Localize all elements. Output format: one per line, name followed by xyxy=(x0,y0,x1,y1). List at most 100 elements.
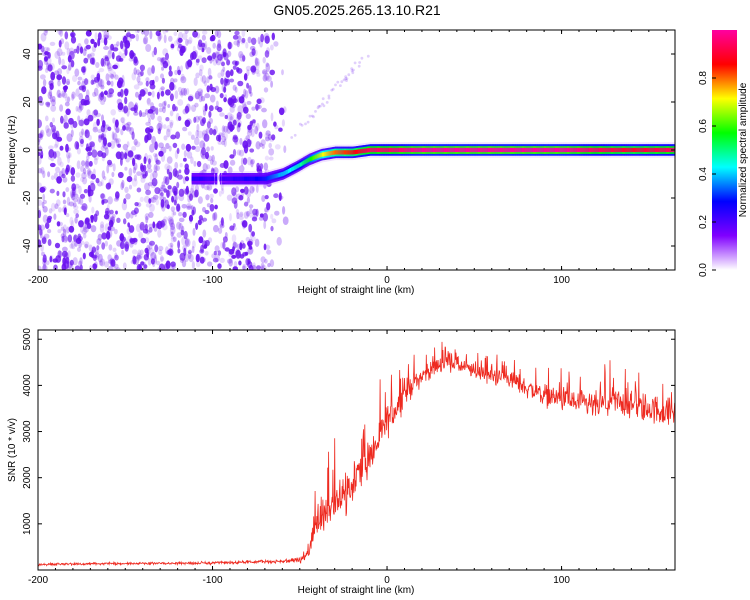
noise-point xyxy=(42,254,47,263)
noise-point xyxy=(99,224,105,233)
noise-point xyxy=(208,105,214,112)
noise-point xyxy=(126,141,130,148)
noise-point xyxy=(110,80,114,87)
noise-point xyxy=(59,145,64,151)
noise-point xyxy=(219,112,225,117)
noise-point xyxy=(201,47,205,53)
signal-cell xyxy=(416,147,419,153)
noise-point xyxy=(54,242,61,249)
noise-point xyxy=(93,157,98,165)
noise-point xyxy=(220,77,224,85)
noise-point xyxy=(72,120,78,129)
noise-point xyxy=(86,53,93,58)
noise-point xyxy=(262,74,268,82)
noise-point xyxy=(239,211,244,217)
noise-point xyxy=(182,211,187,218)
noise-point xyxy=(110,109,116,116)
x-tick-label: -200 xyxy=(28,275,48,286)
noise-point xyxy=(115,195,120,201)
noise-point xyxy=(61,58,65,67)
signal-cell xyxy=(410,147,412,153)
noise-point xyxy=(137,249,142,259)
noise-point xyxy=(236,149,242,156)
signal-cell xyxy=(643,147,646,153)
noise-point xyxy=(170,206,176,212)
noise-point xyxy=(74,265,81,270)
noise-point xyxy=(179,91,183,96)
noise-point xyxy=(169,119,174,126)
noise-point xyxy=(136,75,141,83)
noise-point xyxy=(79,227,84,233)
noise-point xyxy=(194,92,200,100)
noise-point xyxy=(170,222,176,231)
noise-point xyxy=(239,254,245,259)
noise-point xyxy=(251,216,258,222)
noise-point xyxy=(157,128,161,135)
noise-point xyxy=(103,37,108,46)
signal-cell xyxy=(588,147,590,153)
noise-point xyxy=(108,219,114,228)
noise-point xyxy=(56,48,63,57)
noise-point xyxy=(49,41,56,47)
signal-cell xyxy=(605,147,607,153)
signal-cell xyxy=(381,147,383,153)
noise-point xyxy=(251,37,257,45)
noise-point xyxy=(158,150,164,157)
noise-point xyxy=(147,109,154,114)
noise-point xyxy=(84,220,91,230)
noise-point xyxy=(152,262,156,267)
noise-point xyxy=(149,203,155,212)
noise-point xyxy=(312,115,315,119)
noise-point xyxy=(194,102,199,108)
noise-point xyxy=(149,143,155,153)
noise-point xyxy=(58,93,62,99)
signal-cell xyxy=(639,147,642,153)
noise-point xyxy=(190,134,195,140)
noise-point xyxy=(165,30,169,33)
signal-cell xyxy=(382,147,384,153)
signal-cell xyxy=(424,147,426,153)
noise-point xyxy=(196,160,202,168)
noise-point xyxy=(208,75,213,80)
signal-cell xyxy=(665,147,668,153)
noise-point xyxy=(244,90,249,99)
noise-point xyxy=(120,236,126,243)
noise-point xyxy=(241,101,247,110)
noise-point xyxy=(177,86,183,93)
noise-point xyxy=(136,154,142,161)
noise-point xyxy=(133,67,137,75)
noise-point xyxy=(212,129,217,136)
noise-point xyxy=(248,223,253,233)
signal-cell xyxy=(315,154,317,160)
signal-cell xyxy=(368,148,371,153)
noise-point xyxy=(141,30,145,35)
noise-point xyxy=(263,220,267,230)
signal-cell xyxy=(276,173,278,178)
signal-cell xyxy=(502,147,505,153)
noise-point xyxy=(106,92,112,99)
noise-point xyxy=(152,152,158,158)
signal-cell xyxy=(518,147,520,153)
noise-point xyxy=(224,232,228,239)
x-tick-label: 100 xyxy=(553,275,570,286)
noise-point xyxy=(256,265,261,270)
noise-point xyxy=(91,149,98,158)
noise-point xyxy=(78,103,84,111)
signal-cell xyxy=(245,176,247,181)
noise-point xyxy=(70,240,76,250)
signal-cell xyxy=(600,147,602,153)
noise-point xyxy=(206,184,213,191)
noise-point xyxy=(81,171,87,180)
noise-point xyxy=(145,215,149,224)
noise-point xyxy=(263,87,269,93)
noise-point xyxy=(171,210,175,218)
noise-point xyxy=(108,73,114,78)
noise-point xyxy=(166,168,170,175)
noise-point xyxy=(204,40,208,49)
noise-point xyxy=(242,265,246,270)
noise-point xyxy=(111,131,115,141)
noise-point xyxy=(52,151,57,159)
noise-point xyxy=(45,222,50,230)
